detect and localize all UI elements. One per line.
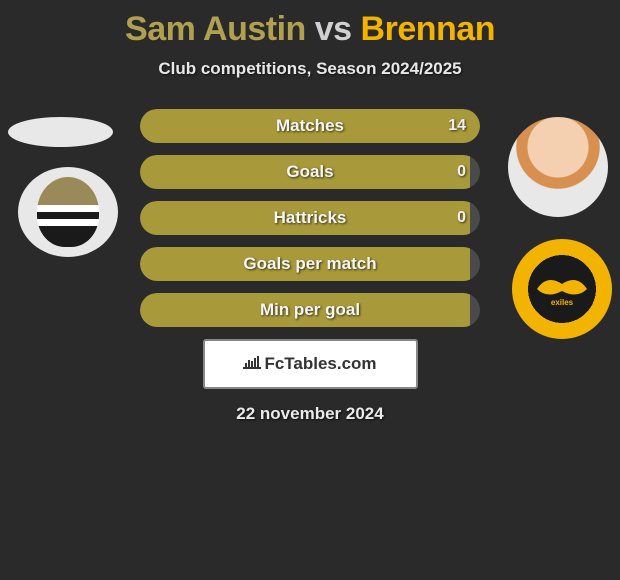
- vs-text: vs: [315, 10, 352, 48]
- chart-icon: [243, 355, 261, 373]
- player2-name: Brennan: [361, 10, 495, 48]
- stat-label: Min per goal: [140, 300, 480, 320]
- player1-name: Sam Austin: [125, 10, 306, 48]
- svg-text:exiles: exiles: [551, 298, 574, 307]
- stat-bar: Goals0: [140, 155, 480, 189]
- brand-text: FcTables.com: [264, 354, 376, 374]
- stat-label: Goals per match: [140, 254, 480, 274]
- stat-bars: Matches14Goals0Hattricks0Goals per match…: [140, 109, 480, 327]
- comparison-container: Sam Austin vs Brennan Club competitions,…: [0, 0, 620, 424]
- comparison-area: exiles Matches14Goals0Hattricks0Goals pe…: [0, 109, 620, 327]
- stat-bar: Hattricks0: [140, 201, 480, 235]
- stat-value-right: 14: [448, 117, 466, 135]
- stat-bar: Goals per match: [140, 247, 480, 281]
- player1-photo: [8, 117, 113, 147]
- club2-badge: exiles: [512, 239, 612, 339]
- stat-bar: Matches14: [140, 109, 480, 143]
- player2-photo: [508, 117, 608, 217]
- stat-label: Matches: [140, 116, 480, 136]
- club1-crest: [37, 177, 99, 247]
- stat-value-right: 0: [457, 163, 466, 181]
- brand-logo: FcTables.com: [203, 339, 418, 389]
- stat-label: Goals: [140, 162, 480, 182]
- stat-bar: Min per goal: [140, 293, 480, 327]
- date: 22 november 2024: [0, 404, 620, 424]
- stat-label: Hattricks: [140, 208, 480, 228]
- stat-value-right: 0: [457, 209, 466, 227]
- subtitle: Club competitions, Season 2024/2025: [0, 59, 620, 79]
- club2-crest-icon: exiles: [527, 269, 597, 309]
- comparison-title: Sam Austin vs Brennan: [0, 10, 620, 49]
- club1-badge: [18, 167, 118, 257]
